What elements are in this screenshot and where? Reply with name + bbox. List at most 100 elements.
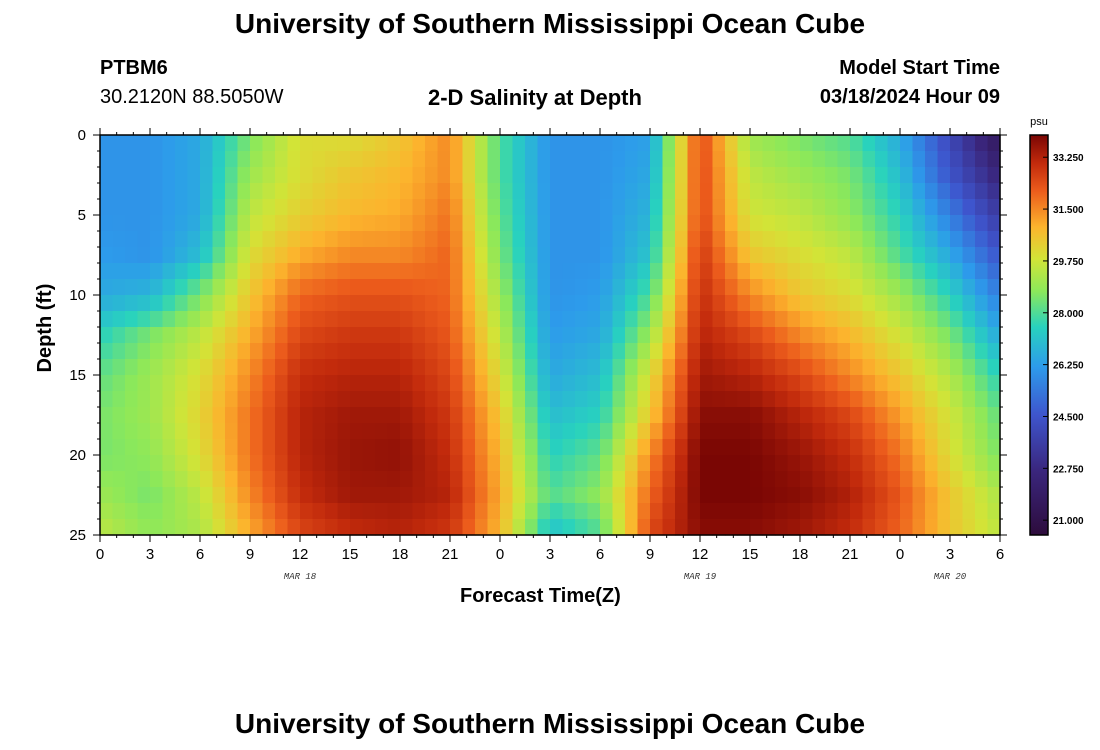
- heatmap-cell: [162, 183, 176, 200]
- heatmap-cell: [862, 295, 876, 312]
- heatmap-cell: [775, 231, 789, 248]
- heatmap-cell: [350, 295, 364, 312]
- heatmap-cell: [375, 183, 389, 200]
- heatmap-cell: [612, 279, 626, 296]
- heatmap-cell: [600, 327, 614, 344]
- heatmap-cell: [600, 215, 614, 232]
- heatmap-cell: [387, 231, 401, 248]
- heatmap-cell: [862, 183, 876, 200]
- heatmap-cell: [500, 407, 514, 424]
- heatmap-cell: [337, 519, 351, 536]
- heatmap-cell: [250, 519, 264, 536]
- heatmap-cell: [812, 375, 826, 392]
- heatmap-cell: [650, 423, 664, 440]
- heatmap-cell: [212, 519, 226, 536]
- heatmap-cell: [675, 167, 689, 184]
- heatmap-cell: [437, 343, 451, 360]
- heatmap-cell: [412, 439, 426, 456]
- heatmap-cell: [175, 471, 189, 488]
- heatmap-cell: [775, 503, 789, 520]
- heatmap-cell: [800, 519, 814, 536]
- heatmap-cell: [612, 359, 626, 376]
- heatmap-cell: [200, 199, 214, 216]
- heatmap-cell: [300, 199, 314, 216]
- heatmap-cell: [875, 279, 889, 296]
- heatmap-cell: [425, 359, 439, 376]
- heatmap-cell: [400, 519, 414, 536]
- heatmap-cell: [287, 151, 301, 168]
- heatmap-cell: [375, 295, 389, 312]
- heatmap-cell: [987, 327, 1001, 344]
- heatmap-cell: [175, 359, 189, 376]
- heatmap-cell: [162, 471, 176, 488]
- heatmap-cell: [175, 503, 189, 520]
- heatmap-cell: [475, 359, 489, 376]
- heatmap-cell: [562, 391, 576, 408]
- heatmap-cell: [875, 199, 889, 216]
- heatmap-cell: [775, 183, 789, 200]
- heatmap-cell: [587, 391, 601, 408]
- heatmap-cell: [775, 455, 789, 472]
- heatmap-cell: [225, 295, 239, 312]
- heatmap-cell: [375, 327, 389, 344]
- heatmap-cell: [162, 215, 176, 232]
- heatmap-cell: [262, 423, 276, 440]
- heatmap-cell: [462, 455, 476, 472]
- heatmap-cell: [912, 503, 926, 520]
- heatmap-cell: [312, 279, 326, 296]
- heatmap-cell: [512, 199, 526, 216]
- heatmap-cell: [425, 519, 439, 536]
- heatmap-cell: [962, 247, 976, 264]
- heatmap-cell: [337, 327, 351, 344]
- heatmap-cell: [900, 247, 914, 264]
- heatmap-cell: [337, 359, 351, 376]
- heatmap-cell: [112, 183, 126, 200]
- heatmap-cell: [912, 215, 926, 232]
- heatmap-cell: [787, 215, 801, 232]
- heatmap-cell: [512, 375, 526, 392]
- heatmap-cell: [487, 407, 501, 424]
- heatmap-cell: [937, 359, 951, 376]
- heatmap-cell: [400, 295, 414, 312]
- heatmap-cell: [787, 423, 801, 440]
- heatmap-cell: [350, 231, 364, 248]
- heatmap-cell: [962, 471, 976, 488]
- heatmap-cell: [887, 247, 901, 264]
- heatmap-cell: [950, 311, 964, 328]
- heatmap-cell: [425, 231, 439, 248]
- heatmap-cell: [762, 199, 776, 216]
- heatmap-cell: [475, 215, 489, 232]
- heatmap-cell: [362, 359, 376, 376]
- heatmap-cell: [587, 151, 601, 168]
- heatmap-cell: [737, 375, 751, 392]
- heatmap-cell: [562, 471, 576, 488]
- heatmap-cell: [275, 343, 289, 360]
- heatmap-cell: [800, 471, 814, 488]
- heatmap-cell: [125, 359, 139, 376]
- heatmap-cell: [812, 199, 826, 216]
- heatmap-cell: [775, 247, 789, 264]
- heatmap-cell: [712, 359, 726, 376]
- heatmap-cell: [162, 247, 176, 264]
- heatmap-cell: [737, 199, 751, 216]
- heatmap-cell: [525, 519, 539, 536]
- heatmap-cell: [462, 231, 476, 248]
- colorbar-unit-label: psu: [1030, 116, 1048, 128]
- heatmap-cell: [837, 311, 851, 328]
- heatmap-cell: [600, 247, 614, 264]
- heatmap-cell: [250, 407, 264, 424]
- heatmap-cell: [350, 263, 364, 280]
- heatmap-cell: [375, 455, 389, 472]
- heatmap-cell: [137, 135, 151, 152]
- heatmap-cell: [837, 503, 851, 520]
- heatmap-cell: [425, 247, 439, 264]
- heatmap-cell: [162, 135, 176, 152]
- heatmap-cell: [925, 327, 939, 344]
- heatmap-cell: [387, 183, 401, 200]
- heatmap-cell: [912, 487, 926, 504]
- heatmap-cell: [187, 487, 201, 504]
- heatmap-cell: [425, 343, 439, 360]
- heatmap-cell: [837, 263, 851, 280]
- heatmap-cell: [750, 215, 764, 232]
- heatmap-cell: [912, 343, 926, 360]
